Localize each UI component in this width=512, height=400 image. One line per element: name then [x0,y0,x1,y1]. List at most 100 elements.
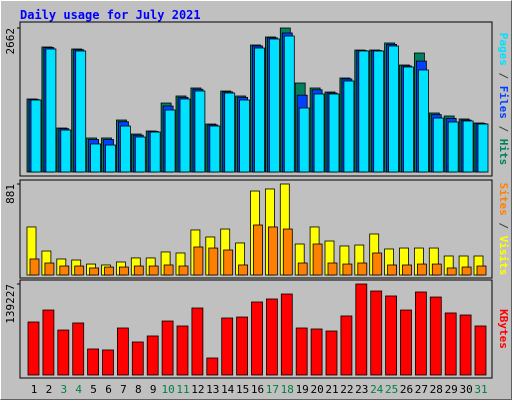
bar [102,349,114,376]
bar [343,80,355,173]
legend-entry: Sites [497,183,510,216]
bar [312,243,323,276]
y-tick-label: 881 [4,184,17,204]
bar [148,265,159,276]
bar [461,266,472,276]
bar [462,120,474,173]
bar [477,123,489,173]
legend-entry: KBytes [497,309,510,349]
bar [119,266,129,276]
y-tick-label: 2662 [4,28,17,55]
bar [238,264,249,276]
bar [429,296,442,376]
bar [447,121,459,173]
bar [416,263,427,276]
x-tick-label: 4 [75,383,82,396]
bar [179,98,191,173]
bar [295,327,308,376]
x-tick-label: 30 [459,383,472,396]
bar [355,283,368,376]
x-tick-label: 13 [206,383,219,396]
bar [209,125,221,173]
x-tick-label: 5 [90,383,97,396]
bar [298,107,310,173]
bar [385,295,398,376]
x-tick-label: 18 [281,383,294,396]
bar [191,307,204,376]
bar [161,320,174,376]
legend-separator: / [497,216,510,236]
bar [134,136,146,173]
legend-entry: Hits [497,139,510,166]
bar [327,262,338,276]
bar [133,265,144,276]
bar [414,291,427,376]
x-tick-label: 11 [176,383,189,396]
bar [146,335,159,376]
bar [387,264,398,276]
bar [193,246,204,276]
bar [402,264,412,276]
x-tick-label: 29 [445,383,458,396]
legend-entry: Files [497,86,510,119]
bar [340,315,353,376]
x-tick-label: 31 [474,383,487,396]
bar [328,93,340,173]
bar [325,330,338,376]
bar [446,267,457,276]
legend-entry: Pages [497,33,510,66]
legend: Sites / Visits [497,183,510,276]
x-tick-label: 20 [310,383,323,396]
x-tick-label: 12 [191,383,204,396]
bar [283,35,295,173]
x-tick-label: 21 [325,383,338,396]
x-tick-label: 19 [296,383,309,396]
bar [358,50,370,173]
bar [45,48,57,173]
x-tick-label: 2 [46,383,53,396]
bar [476,265,487,276]
bar [254,47,265,173]
bar [206,357,219,376]
bar [223,249,234,276]
bar [373,50,385,173]
x-tick-label: 23 [355,383,368,396]
bar [400,309,412,376]
bar [120,125,131,173]
bar [417,69,429,173]
bar [29,258,40,276]
x-tick-label: 25 [385,383,398,396]
bar [57,329,70,376]
x-tick-label: 15 [236,383,249,396]
x-tick-label: 22 [340,383,353,396]
bar [149,131,161,173]
x-tick-label: 26 [400,383,413,396]
x-tick-label: 10 [161,383,174,396]
bar [176,325,189,376]
bar [342,263,353,276]
bar [194,90,206,173]
bar [164,109,176,173]
bar [280,293,293,376]
bar [178,265,189,276]
x-tick-label: 14 [221,383,235,396]
bar [236,316,249,376]
bar [27,321,40,376]
x-tick-label: 17 [266,383,279,396]
bar [432,117,444,173]
x-tick-label: 6 [105,383,112,396]
x-tick-label: 16 [251,383,264,396]
bar [89,267,99,276]
bar [251,301,263,376]
legend: Pages / Files / Hits [497,33,510,166]
bar [370,290,383,376]
bar [74,265,85,276]
bar [297,262,308,276]
bar [131,341,144,376]
bar [163,264,174,276]
bar [459,314,472,376]
legend-separator: / [497,66,510,86]
bar [282,228,293,276]
x-tick-label: 9 [150,383,157,396]
